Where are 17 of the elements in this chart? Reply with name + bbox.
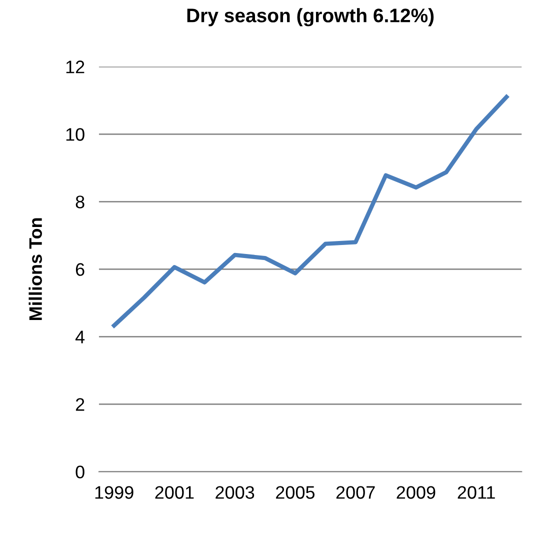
x-tick-label: 2003 (216, 486, 254, 499)
x-tick-label: 2007 (336, 486, 375, 499)
x-tick-label: 1999 (95, 486, 134, 499)
y-tick-label: 0 (76, 466, 84, 478)
y-tick-label: 12 (66, 60, 84, 74)
x-tick-label: 2009 (396, 486, 436, 499)
y-tick-label: 8 (76, 196, 84, 208)
y-tick-label: 10 (66, 128, 84, 141)
y-axis-title: Millions Ton (28, 218, 42, 320)
chart-title: Dry season (growth 6.12%) (187, 8, 434, 26)
x-tick-label: 2001 (155, 486, 194, 499)
line-series (112, 94, 509, 328)
x-tick-label: 2005 (276, 486, 315, 499)
y-tick-label: 4 (75, 330, 85, 344)
y-tick-label: 6 (76, 263, 84, 276)
x-tick-label: 2011 (458, 486, 495, 499)
y-tick-label: 2 (76, 398, 84, 411)
